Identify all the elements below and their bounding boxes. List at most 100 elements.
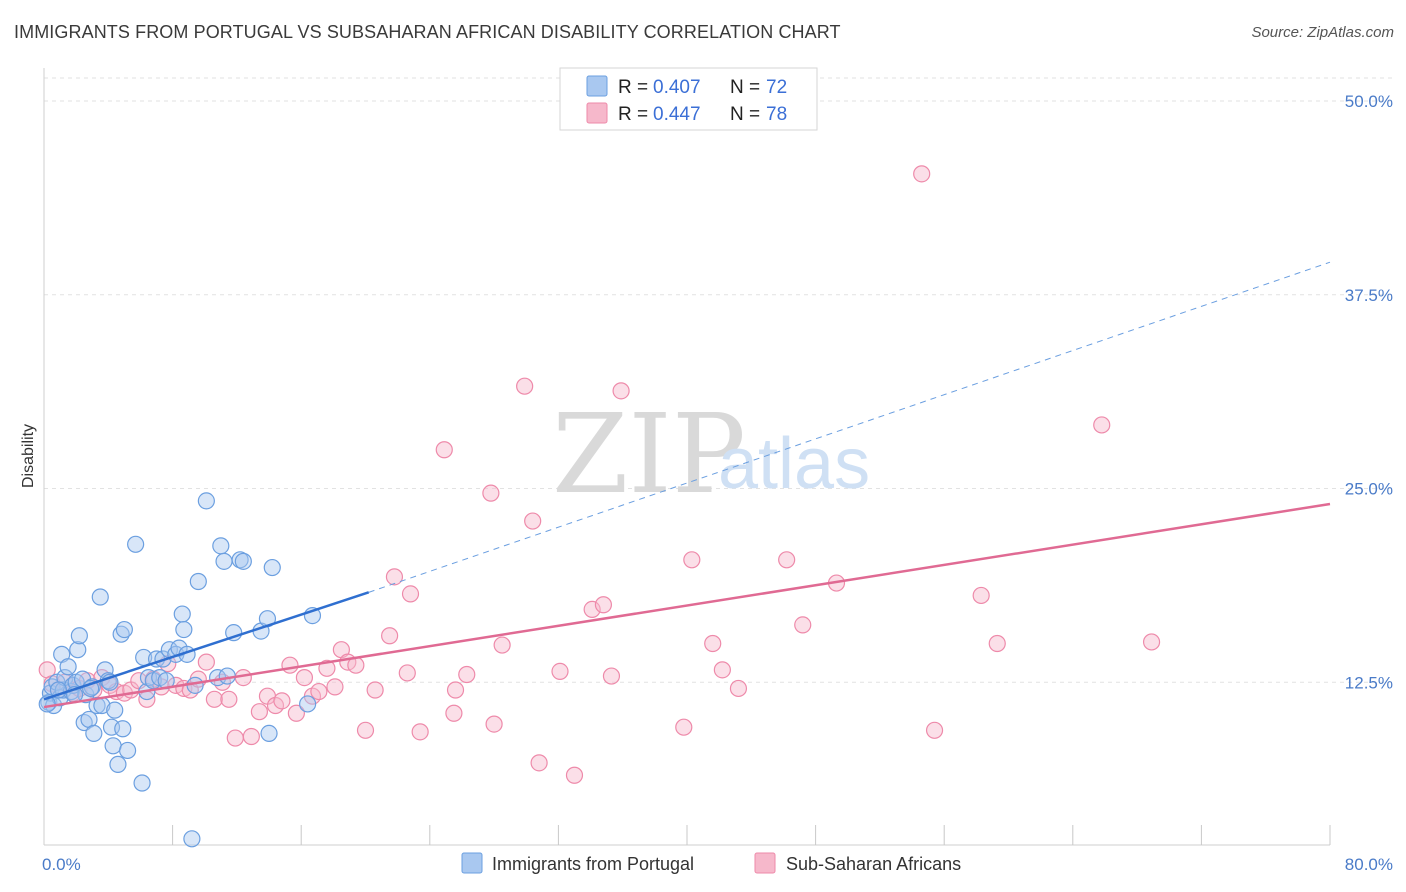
sub-saharan-point-44 [366, 681, 384, 699]
portugal-trend-extension [368, 261, 1331, 593]
portugal-point-64 [260, 724, 278, 743]
bottom-legend-label-1: Immigrants from Portugal [492, 854, 694, 874]
legend-r-value-1: 0.407 [653, 77, 701, 98]
gridlines [44, 77, 1394, 683]
portugal-trend-line [43, 591, 370, 701]
portugal-point-20 [85, 724, 103, 743]
sub-saharan-point-54 [482, 484, 500, 502]
sub-saharan-point-77 [988, 634, 1006, 653]
series-sub-saharan-africans [38, 165, 1161, 784]
sub-saharan-point-52 [446, 681, 465, 699]
sub-saharan-point-68 [704, 634, 722, 653]
sub-saharan-point-74 [913, 165, 931, 183]
sub-saharan-point-75 [925, 721, 944, 739]
legend-swatch-blue [586, 75, 608, 97]
sub-saharan-point-33 [281, 656, 299, 674]
portugal-point-28 [104, 737, 122, 755]
bottom-legend-swatch-pink [754, 852, 776, 874]
x-tick-labels: 0.0% 80.0% [42, 855, 1393, 874]
legend-n-value-1: 72 [766, 77, 787, 98]
sub-saharan-point-56 [493, 636, 511, 654]
sub-saharan-point-70 [729, 679, 748, 698]
sub-saharan-point-26 [226, 729, 244, 747]
sub-saharan-point-22 [197, 653, 215, 671]
portugal-point-57 [215, 552, 233, 570]
y-tick-label-3: 50.0% [1345, 92, 1393, 111]
portugal-point-33 [115, 620, 133, 639]
portugal-point-52 [186, 676, 204, 694]
sub-saharan-point-25 [220, 690, 238, 708]
sub-saharan-point-78 [1093, 416, 1111, 434]
sub-saharan-point-43 [356, 721, 375, 739]
legend-n-value-2: 78 [766, 104, 787, 125]
portugal-point-53 [189, 572, 207, 591]
portugal-point-16 [75, 713, 93, 732]
y-tick-labels: 12.5% 25.0% 37.5% 50.0% [1345, 92, 1393, 692]
sub-saharan-point-64 [602, 667, 621, 685]
sub-saharan-point-34 [287, 704, 305, 722]
sub-saharan-point-67 [683, 551, 701, 569]
portugal-point-54 [197, 492, 215, 510]
sub-saharan-point-62 [583, 600, 601, 619]
sub-saharan-point-53 [458, 665, 476, 684]
portugal-point-9 [59, 658, 77, 676]
sub-saharan-point-39 [326, 678, 344, 696]
axes [43, 68, 1331, 846]
y-axis-label: Disability [20, 424, 37, 488]
sub-saharan-point-29 [250, 703, 269, 721]
sub-saharan-point-79 [1142, 633, 1161, 651]
sub-saharan-point-32 [273, 692, 291, 710]
watermark-zip: ZIP [552, 390, 746, 518]
portugal-point-61 [234, 552, 252, 570]
portugal-point-29 [106, 701, 124, 719]
y-tick-label-0: 12.5% [1345, 673, 1393, 692]
watermark-atlas: atlas [718, 424, 870, 504]
sub-saharan-point-57 [516, 377, 534, 395]
portugal-point-30 [109, 755, 127, 774]
chart-title: IMMIGRANTS FROM PORTUGAL VS SUBSAHARAN A… [14, 22, 841, 42]
watermark: ZIP atlas [552, 390, 870, 518]
sub-saharan-point-76 [972, 586, 990, 605]
bottom-legend-label-2: Sub-Saharan Africans [786, 854, 961, 874]
sub-saharan-point-61 [565, 766, 584, 784]
sub-saharan-point-38 [318, 659, 336, 677]
sub-saharan-point-46 [385, 568, 404, 586]
legend-r-label-1: R = [618, 77, 648, 98]
sub-saharan-point-28 [242, 727, 260, 746]
legend-swatch-pink [586, 102, 608, 124]
y-tick-label-1: 25.0% [1345, 480, 1393, 499]
portugal-point-68 [38, 695, 56, 713]
legend-n-label-2: N = [730, 104, 760, 125]
x-tick-label-1: 80.0% [1345, 855, 1393, 874]
sub-saharan-point-63 [594, 596, 613, 614]
trend-lines [43, 261, 1331, 709]
legend-n-label-1: N = [730, 77, 760, 98]
portugal-point-34 [118, 741, 137, 760]
portugal-point-13 [69, 641, 87, 659]
portugal-point-65 [263, 558, 281, 577]
sub-saharan-point-59 [530, 754, 548, 772]
portugal-point-14 [70, 627, 88, 645]
sub-saharan-point-66 [675, 718, 693, 736]
sub-saharan-point-69 [713, 661, 731, 679]
sub-saharan-point-51 [445, 704, 463, 722]
sub-saharan-trend-line [43, 502, 1331, 709]
sub-saharan-point-72 [794, 616, 812, 634]
sub-saharan-point-55 [485, 715, 503, 733]
legend-r-value-2: 0.447 [653, 104, 701, 125]
sub-saharan-point-23 [205, 690, 223, 708]
sub-saharan-point-37 [310, 682, 328, 701]
sub-saharan-point-48 [401, 585, 420, 603]
portugal-point-66 [299, 695, 317, 713]
y-tick-label-2: 37.5% [1345, 286, 1393, 305]
sub-saharan-point-35 [295, 668, 314, 687]
x-tick-label-0: 0.0% [42, 855, 81, 874]
portugal-point-49 [175, 620, 193, 639]
correlation-legend: R = 0.407 N = 72 R = 0.447 N = 78 [559, 67, 818, 131]
sub-saharan-point-50 [435, 441, 453, 459]
portugal-point-32 [114, 720, 132, 738]
sub-saharan-point-45 [381, 627, 399, 645]
sub-saharan-point-58 [524, 512, 542, 530]
portugal-point-48 [173, 605, 191, 623]
